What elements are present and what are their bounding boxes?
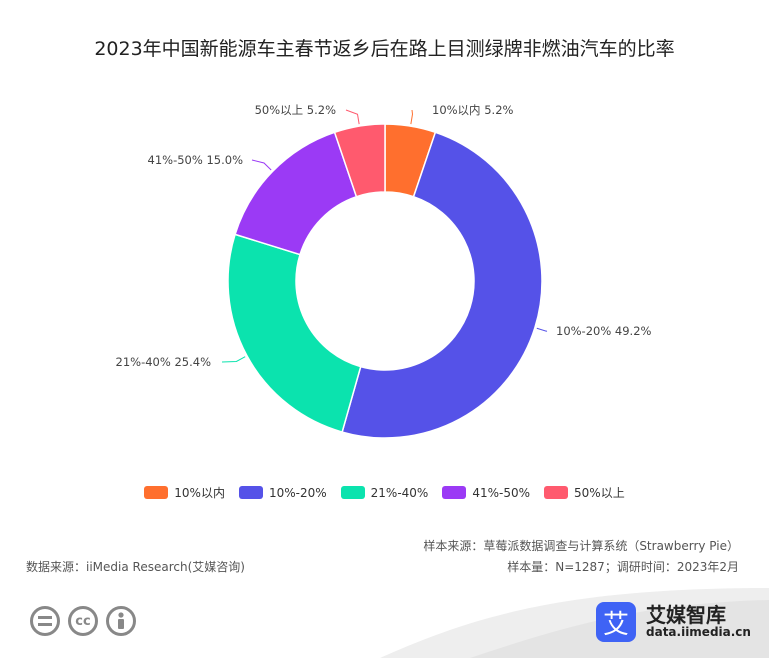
- leader-line: [345, 109, 360, 125]
- legend-label: 50%以上: [574, 486, 625, 500]
- brand-logo-icon: 艾: [596, 602, 636, 642]
- person-icon: [106, 606, 136, 636]
- equals-icon: [30, 606, 60, 636]
- data-label: 50%以上 5.2%: [255, 103, 337, 117]
- legend-label: 41%-50%: [472, 485, 531, 500]
- data-label: 41%-50% 15.0%: [148, 153, 244, 167]
- leader-line: [221, 356, 246, 363]
- legend-label: 21%-40%: [370, 485, 429, 500]
- legend-label: 10%-20%: [268, 485, 327, 500]
- legend-swatch: [340, 486, 365, 499]
- brand-url: data.iimedia.cn: [646, 625, 751, 640]
- brand-name: 艾媒智库: [646, 603, 726, 628]
- chart-legend: 10%以内 10%-20% 21%-40% 41%-50% 50%以上: [0, 484, 769, 501]
- donut-slice[interactable]: [227, 233, 362, 433]
- legend-item[interactable]: 10%以内: [144, 484, 225, 501]
- data-label: 21%-40% 25.4%: [116, 355, 212, 369]
- sample-source: 样本来源：草莓派数据调查与计算系统（Strawberry Pie）: [423, 539, 739, 553]
- donut-slice[interactable]: [341, 131, 543, 439]
- leader-line: [410, 109, 413, 125]
- data-label: 10%-20% 49.2%: [556, 324, 652, 338]
- donut-slice[interactable]: [333, 123, 386, 198]
- data-source: 数据来源：iiMedia Research(艾媒咨询): [26, 560, 245, 574]
- leader-line: [251, 159, 272, 171]
- donut-slice[interactable]: [234, 131, 358, 256]
- chart-title: 2023年中国新能源车主春节返乡后在路上目测绿牌非燃油汽车的比率: [94, 38, 675, 60]
- legend-swatch: [238, 486, 263, 499]
- license-icons: cc: [30, 606, 136, 636]
- legend-label: 10%以内: [174, 486, 225, 500]
- leader-line: [536, 327, 548, 332]
- data-label: 10%以内 5.2%: [432, 103, 514, 117]
- legend-item[interactable]: 21%-40%: [340, 484, 429, 501]
- legend-item[interactable]: 50%以上: [544, 484, 625, 501]
- legend-swatch: [544, 486, 569, 499]
- cc-icon: cc: [68, 606, 98, 636]
- legend-item[interactable]: 10%-20%: [238, 484, 327, 501]
- legend-swatch: [144, 486, 169, 499]
- legend-item[interactable]: 41%-50%: [442, 484, 530, 501]
- sample-info: 样本量：N=1287；调研时间：2023年2月: [507, 560, 739, 574]
- legend-swatch: [442, 486, 467, 499]
- brand: 艾 艾媒智库 data.iimedia.cn: [596, 602, 751, 642]
